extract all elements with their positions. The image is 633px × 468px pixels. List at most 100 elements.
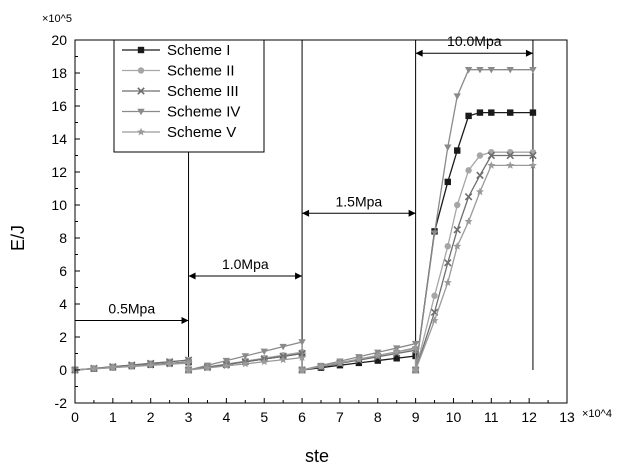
x-axis-title: ste <box>305 446 329 466</box>
x-tick-label: 11 <box>484 409 499 425</box>
data-point <box>453 93 461 100</box>
y-tick-label: 14 <box>51 131 67 147</box>
data-point <box>475 187 484 196</box>
y-tick-label: 4 <box>59 296 67 312</box>
stage-label: 10.0Mpa <box>447 33 502 49</box>
series-line <box>74 164 533 371</box>
data-point <box>374 357 381 364</box>
data-point <box>487 161 496 169</box>
y-tick-label: 12 <box>51 164 67 180</box>
stage-label: 0.5Mpa <box>108 301 155 317</box>
data-point <box>444 243 451 250</box>
data-point <box>89 364 98 373</box>
data-point <box>507 109 514 116</box>
data-point <box>529 67 537 74</box>
y-tick-label: 8 <box>59 230 67 246</box>
stage-annotations: 0.5Mpa 1.0Mpa 1.5Mpa 10.0Mpa <box>75 33 534 370</box>
data-point <box>392 347 401 356</box>
data-point <box>354 354 363 363</box>
y-tick-label: 6 <box>59 263 67 279</box>
legend-label: Scheme II <box>167 63 235 80</box>
data-point <box>137 87 145 95</box>
data-point <box>465 112 472 120</box>
data-point <box>137 108 145 116</box>
data-point <box>528 161 537 169</box>
data-point <box>411 365 420 374</box>
y-tick-label: -2 <box>55 395 68 411</box>
y-multiplier-label: ×10^5 <box>42 13 72 25</box>
data-point <box>529 109 537 116</box>
x-tick-label: 4 <box>222 409 230 425</box>
x-tick-label: 7 <box>336 409 344 425</box>
data-point <box>335 358 344 367</box>
data-point <box>487 67 496 74</box>
data-point <box>506 151 514 160</box>
y-tick-label: 20 <box>51 32 67 48</box>
x-multiplier-label: ×10^4 <box>582 408 612 420</box>
stage-label: 1.0Mpa <box>222 256 269 272</box>
y-tick-label: 10 <box>51 197 67 213</box>
data-point <box>260 357 269 366</box>
legend-label: Scheme IV <box>167 104 240 121</box>
x-tick-label: 6 <box>298 409 306 425</box>
data-point <box>298 353 307 362</box>
data-point <box>454 201 461 209</box>
data-point <box>317 362 325 370</box>
legend-label: Scheme I <box>167 42 230 59</box>
x-tick-label: 13 <box>559 409 575 425</box>
series-5 <box>71 161 537 374</box>
legend-box <box>113 39 265 153</box>
data-point <box>444 144 452 151</box>
x-tick-label: 9 <box>412 409 420 425</box>
data-point <box>241 359 250 368</box>
data-point <box>260 348 268 356</box>
x-tick-label: 8 <box>374 409 382 425</box>
data-point <box>184 365 193 374</box>
data-point <box>476 152 484 159</box>
data-point <box>464 67 473 74</box>
stage-label: 1.5Mpa <box>335 193 382 209</box>
data-point <box>487 151 496 160</box>
data-point <box>453 242 462 250</box>
arrow-head <box>181 317 189 324</box>
data-point <box>430 316 439 324</box>
data-point <box>411 343 420 352</box>
arrow-head <box>525 49 533 57</box>
data-point <box>453 225 462 234</box>
data-point <box>127 362 136 370</box>
x-tick-label: 5 <box>260 409 268 425</box>
data-point <box>279 343 287 351</box>
y-tick-label: 18 <box>51 65 67 81</box>
data-point <box>476 67 484 74</box>
data-point <box>279 355 288 364</box>
data-point <box>165 360 174 368</box>
series-line <box>74 154 533 371</box>
arrow-head <box>408 209 416 217</box>
y-axis-title: E/J <box>8 225 28 251</box>
data-point <box>222 361 231 370</box>
data-point <box>465 167 472 174</box>
data-point <box>454 147 461 154</box>
data-point <box>443 278 452 286</box>
series-line <box>74 151 533 371</box>
data-point <box>203 363 212 372</box>
data-point <box>108 363 117 372</box>
y-tick-label: 2 <box>59 329 67 345</box>
arrow-head <box>302 209 310 217</box>
data-point <box>373 351 382 359</box>
arrow-head <box>415 49 423 57</box>
data-point <box>431 292 438 299</box>
x-tick-label: 3 <box>185 409 193 425</box>
data-point <box>506 67 514 74</box>
data-point <box>393 355 400 362</box>
data-point <box>137 46 145 54</box>
data-point <box>464 217 473 225</box>
data-point <box>298 365 307 374</box>
data-point <box>222 357 231 365</box>
data-point <box>430 230 439 237</box>
data-point <box>476 109 484 116</box>
data-point <box>184 358 193 367</box>
legend-label: Scheme V <box>167 124 236 141</box>
legend: Scheme I Scheme II Scheme III Scheme IV Sche… <box>113 39 265 153</box>
